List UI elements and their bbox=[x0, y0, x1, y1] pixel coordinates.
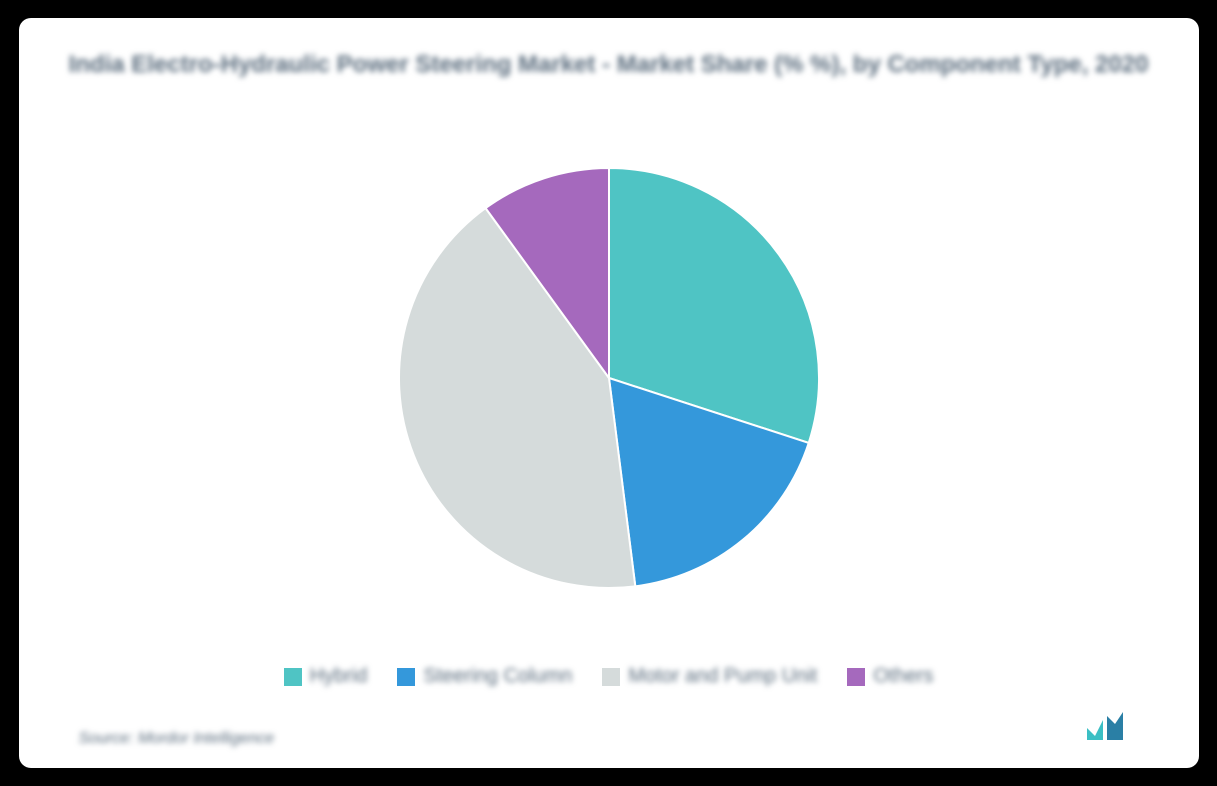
legend-swatch-0 bbox=[284, 668, 302, 686]
logo-icon bbox=[1079, 708, 1139, 748]
legend-label-3: Others bbox=[873, 665, 933, 688]
legend-swatch-1 bbox=[397, 668, 415, 686]
legend-item-3: Others bbox=[847, 665, 933, 688]
legend: Hybrid Steering Column Motor and Pump Unit… bbox=[59, 665, 1159, 688]
chart-container: India Electro-Hydraulic Power Steering M… bbox=[19, 18, 1199, 768]
legend-label-0: Hybrid bbox=[310, 665, 368, 688]
pie-area bbox=[59, 102, 1159, 655]
source-text: Source: Mordor Intelligence bbox=[79, 730, 275, 748]
legend-item-0: Hybrid bbox=[284, 665, 368, 688]
legend-swatch-3 bbox=[847, 668, 865, 686]
legend-item-1: Steering Column bbox=[397, 665, 572, 688]
pie-chart bbox=[389, 158, 829, 598]
legend-item-2: Motor and Pump Unit bbox=[602, 665, 817, 688]
footer: Source: Mordor Intelligence bbox=[59, 708, 1159, 748]
chart-title: India Electro-Hydraulic Power Steering M… bbox=[59, 48, 1159, 82]
legend-label-1: Steering Column bbox=[423, 665, 572, 688]
legend-swatch-2 bbox=[602, 668, 620, 686]
legend-label-2: Motor and Pump Unit bbox=[628, 665, 817, 688]
